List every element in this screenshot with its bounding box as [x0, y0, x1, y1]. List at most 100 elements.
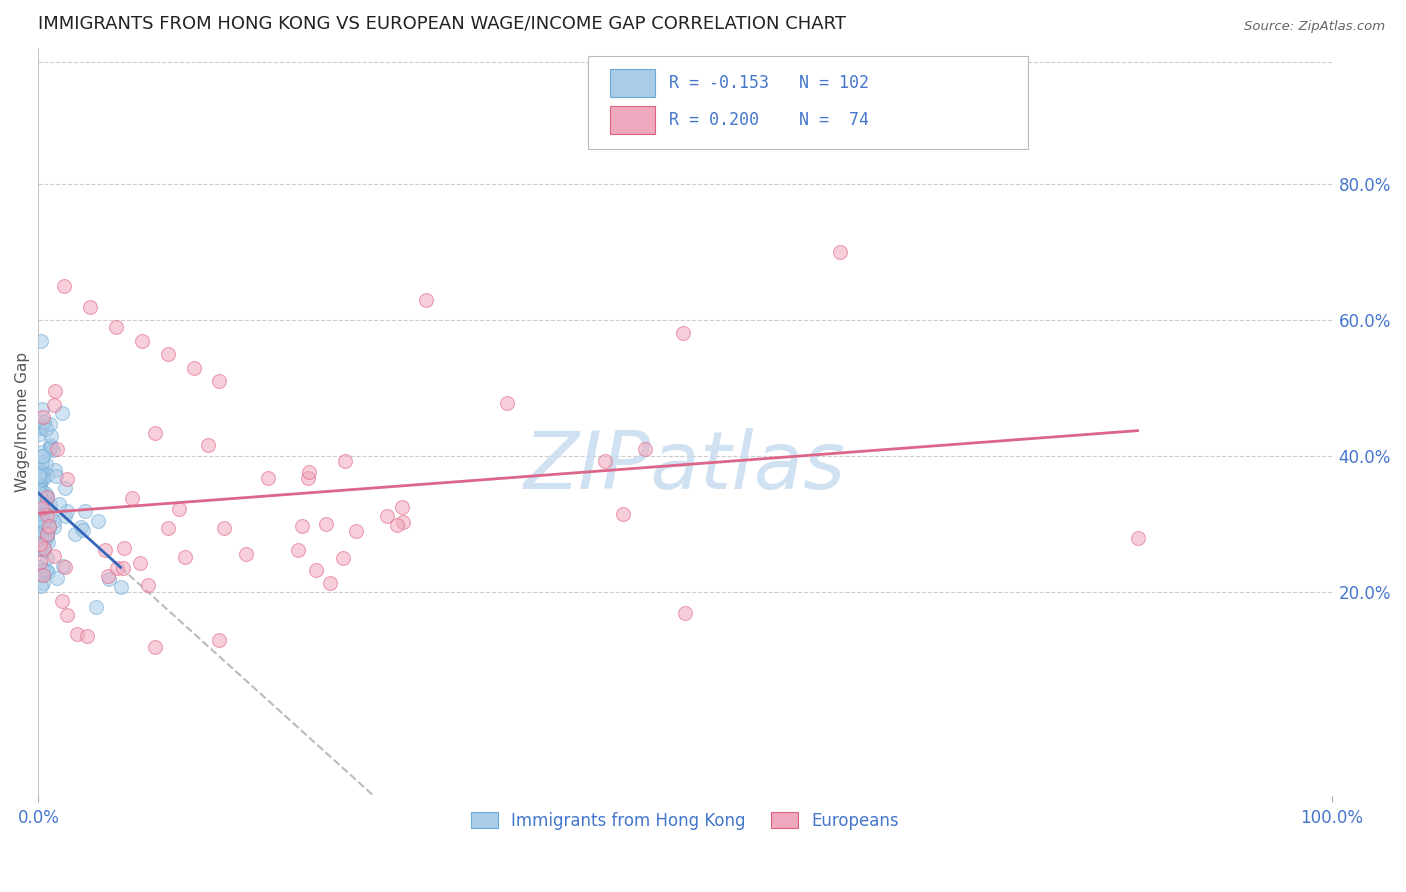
Point: [32, 449, 55, 463]
Point: [37, 551, 59, 566]
Point: [35, 526, 58, 541]
Point: [28, 555, 51, 569]
Point: [30, 579, 52, 593]
Point: [32, 541, 55, 555]
Point: [35, 497, 58, 511]
Point: [30, 467, 52, 481]
Point: [30, 472, 52, 486]
Point: [167, 501, 190, 516]
Point: [37, 535, 59, 549]
Point: [30, 483, 52, 498]
Point: [38, 519, 60, 533]
Point: [672, 326, 695, 341]
Point: [112, 561, 135, 575]
Point: [28, 537, 51, 551]
Point: [28, 559, 51, 574]
Point: [48, 497, 70, 511]
Point: [30, 334, 52, 348]
Point: [39, 417, 62, 431]
Point: [30, 485, 52, 500]
Point: [105, 561, 128, 575]
Point: [76, 629, 98, 643]
Point: [28, 533, 51, 547]
Point: [30, 496, 52, 510]
Point: [319, 576, 342, 591]
Point: [37, 508, 59, 522]
Point: [1126, 531, 1149, 545]
Point: [593, 453, 616, 467]
Point: [31, 486, 53, 500]
Point: [30, 467, 52, 481]
Point: [673, 606, 696, 620]
Point: [287, 543, 309, 558]
Point: [197, 438, 219, 452]
Point: [30, 494, 52, 508]
Point: [31, 421, 53, 435]
Point: [84, 599, 107, 614]
Point: [32, 543, 55, 558]
Point: [51, 405, 73, 419]
Text: R = -0.153   N = 102: R = -0.153 N = 102: [669, 74, 869, 92]
Point: [30, 508, 52, 522]
Point: [35, 564, 58, 578]
Point: [297, 471, 319, 485]
Point: [156, 347, 179, 361]
Point: [332, 551, 354, 566]
Text: R = 0.200    N =  74: R = 0.200 N = 74: [669, 112, 869, 129]
Text: ZIPatlas: ZIPatlas: [524, 428, 846, 506]
Point: [28, 468, 51, 483]
Legend: Immigrants from Hong Kong, Europeans: Immigrants from Hong Kong, Europeans: [465, 805, 905, 837]
Point: [38, 498, 60, 512]
Point: [28, 494, 51, 508]
Point: [35, 422, 58, 436]
Point: [31, 401, 53, 416]
Point: [28, 565, 51, 579]
Point: [375, 509, 398, 524]
Point: [28, 482, 51, 496]
Point: [30, 504, 52, 518]
Point: [291, 519, 314, 533]
Point: [45, 442, 67, 457]
Point: [28, 515, 51, 529]
Point: [30, 418, 52, 433]
Text: IMMIGRANTS FROM HONG KONG VS EUROPEAN WAGE/INCOME GAP CORRELATION CHART: IMMIGRANTS FROM HONG KONG VS EUROPEAN WA…: [38, 15, 846, 33]
Point: [612, 507, 634, 521]
FancyBboxPatch shape: [588, 56, 1028, 149]
Point: [208, 375, 231, 389]
Bar: [610, 106, 655, 135]
Point: [31, 568, 53, 582]
Point: [53, 508, 76, 523]
Point: [28, 475, 51, 489]
Point: [496, 395, 519, 409]
Point: [42, 514, 65, 528]
Point: [51, 594, 73, 608]
Point: [28, 466, 51, 480]
Point: [32, 563, 55, 577]
Point: [315, 516, 337, 531]
Point: [257, 471, 280, 485]
Point: [30, 529, 52, 543]
Point: [174, 550, 197, 565]
Point: [45, 468, 67, 483]
Point: [34, 533, 56, 548]
Point: [32, 472, 55, 486]
Point: [44, 384, 66, 398]
Point: [32, 524, 55, 539]
Point: [35, 457, 58, 471]
Point: [55, 472, 77, 486]
Point: [298, 465, 321, 479]
Point: [31, 449, 53, 463]
Point: [30, 421, 52, 435]
Point: [31, 497, 53, 511]
Point: [31, 419, 53, 434]
Point: [56, 608, 79, 623]
Point: [31, 445, 53, 459]
Point: [98, 573, 121, 587]
Point: [70, 520, 93, 534]
Y-axis label: Wage/Income Gap: Wage/Income Gap: [15, 352, 30, 492]
Point: [131, 334, 153, 348]
Point: [30, 568, 52, 582]
Point: [143, 640, 166, 654]
Point: [37, 566, 59, 580]
Point: [333, 453, 356, 467]
